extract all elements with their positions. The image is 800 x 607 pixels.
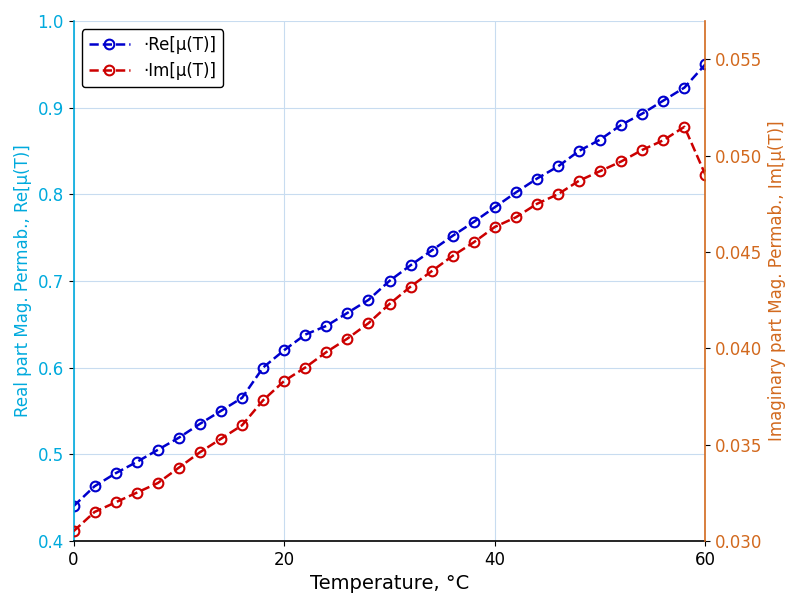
·Re[μ(T)] (385, 277, 394, 285)
·Re[μ(T)] (532, 175, 542, 182)
·Im[μ(T)] (658, 137, 668, 144)
·Re[μ(T)] (90, 483, 99, 490)
·Im[μ(T)] (90, 508, 99, 515)
·Re[μ(T)] (216, 407, 226, 415)
·Im[μ(T)] (427, 268, 437, 275)
·Im[μ(T)] (132, 489, 142, 497)
·Im[μ(T)] (322, 348, 331, 356)
·Im[μ(T)] (406, 283, 415, 290)
·Re[μ(T)] (301, 331, 310, 338)
·Im[μ(T)] (617, 158, 626, 165)
·Im[μ(T)] (258, 396, 268, 404)
·Re[μ(T)] (511, 189, 521, 196)
·Re[μ(T)] (427, 247, 437, 254)
Y-axis label: Imaginary part Mag. Permab., Im[μ(T)]: Imaginary part Mag. Permab., Im[μ(T)] (768, 121, 786, 441)
·Re[μ(T)] (574, 148, 584, 155)
·Im[μ(T)] (595, 168, 605, 175)
·Im[μ(T)] (174, 464, 184, 471)
Line: ·Re[μ(T)]: ·Re[μ(T)] (69, 59, 710, 511)
·Re[μ(T)] (111, 470, 121, 477)
·Re[μ(T)] (279, 347, 289, 354)
·Im[μ(T)] (448, 252, 458, 259)
·Im[μ(T)] (342, 335, 352, 342)
·Im[μ(T)] (679, 123, 689, 131)
·Im[μ(T)] (111, 499, 121, 506)
·Re[μ(T)] (406, 262, 415, 269)
·Re[μ(T)] (69, 503, 78, 510)
·Im[μ(T)] (574, 177, 584, 185)
·Im[μ(T)] (153, 480, 162, 487)
·Im[μ(T)] (301, 364, 310, 371)
·Im[μ(T)] (364, 319, 374, 327)
·Re[μ(T)] (174, 434, 184, 441)
·Im[μ(T)] (216, 435, 226, 443)
·Im[μ(T)] (511, 214, 521, 221)
·Im[μ(T)] (195, 449, 205, 456)
·Im[μ(T)] (638, 146, 647, 154)
·Re[μ(T)] (490, 203, 500, 211)
·Re[μ(T)] (595, 136, 605, 143)
·Re[μ(T)] (364, 296, 374, 304)
·Im[μ(T)] (69, 527, 78, 535)
Line: ·Im[μ(T)]: ·Im[μ(T)] (69, 122, 710, 536)
·Re[μ(T)] (258, 364, 268, 371)
·Re[μ(T)] (195, 420, 205, 427)
·Re[μ(T)] (617, 121, 626, 129)
·Re[μ(T)] (132, 458, 142, 466)
·Im[μ(T)] (238, 422, 247, 429)
·Re[μ(T)] (322, 322, 331, 330)
·Re[μ(T)] (658, 97, 668, 104)
·Re[μ(T)] (153, 446, 162, 453)
·Im[μ(T)] (490, 223, 500, 231)
Legend: ·Re[μ(T)], ·Im[μ(T)]: ·Re[μ(T)], ·Im[μ(T)] (82, 29, 223, 87)
·Im[μ(T)] (279, 378, 289, 385)
·Im[μ(T)] (385, 300, 394, 308)
·Im[μ(T)] (469, 239, 478, 246)
·Re[μ(T)] (238, 394, 247, 401)
·Re[μ(T)] (469, 219, 478, 226)
·Re[μ(T)] (701, 61, 710, 68)
·Re[μ(T)] (554, 163, 563, 170)
Y-axis label: Real part Mag. Permab., Re[μ(T)]: Real part Mag. Permab., Re[μ(T)] (14, 144, 32, 417)
·Re[μ(T)] (638, 110, 647, 117)
·Im[μ(T)] (701, 171, 710, 178)
·Re[μ(T)] (342, 310, 352, 317)
·Im[μ(T)] (532, 200, 542, 208)
·Re[μ(T)] (679, 84, 689, 91)
X-axis label: Temperature, °C: Temperature, °C (310, 574, 469, 593)
·Re[μ(T)] (448, 232, 458, 239)
·Im[μ(T)] (554, 191, 563, 198)
